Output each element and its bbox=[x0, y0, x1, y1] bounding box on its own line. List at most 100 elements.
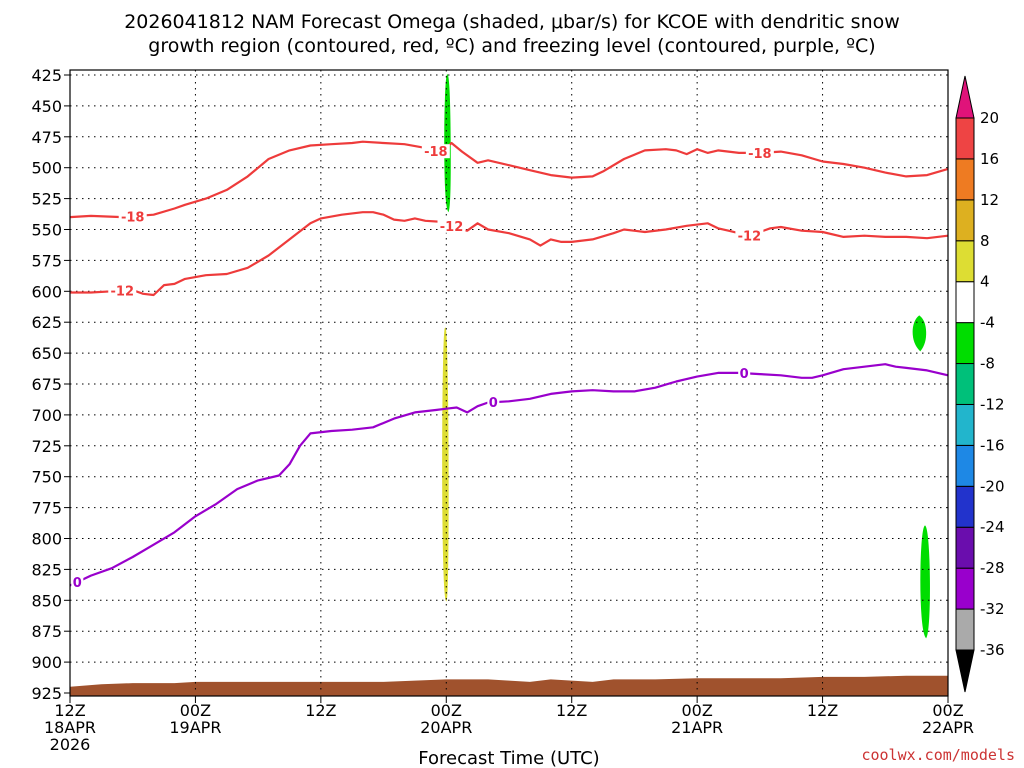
terrain-layer bbox=[70, 675, 948, 696]
y-tick-label: 875 bbox=[31, 622, 62, 641]
y-tick-label: 825 bbox=[31, 560, 62, 579]
contour-label: 0 bbox=[73, 576, 82, 591]
x-tick-label: 22APR bbox=[922, 718, 974, 737]
omega-shading-region bbox=[920, 525, 930, 639]
y-tick-label: 450 bbox=[31, 97, 62, 116]
contour-label: -18 bbox=[748, 147, 772, 162]
colorbar-bin bbox=[955, 608, 975, 651]
contour--18: -18 -18 -18 bbox=[69, 140, 949, 225]
y-tick-label: 600 bbox=[31, 282, 62, 301]
credit-text: coolwx.com/models bbox=[861, 746, 1015, 764]
terrain-fill bbox=[70, 675, 948, 696]
colorbar-label: 16 bbox=[980, 150, 999, 168]
colorbar-label: -20 bbox=[980, 477, 1005, 495]
x-tick-label: 00Z bbox=[932, 701, 963, 720]
colorbar-label: 8 bbox=[980, 232, 990, 250]
contour-label: -12 bbox=[440, 220, 464, 235]
contour-label-bg bbox=[745, 145, 774, 160]
y-tick-label: 725 bbox=[31, 437, 62, 456]
x-tick-label: 21APR bbox=[671, 718, 723, 737]
colorbar-bin bbox=[955, 281, 975, 324]
contour-label-bg bbox=[487, 395, 500, 410]
colorbar-bin bbox=[955, 485, 975, 528]
colorbar-bin bbox=[955, 158, 975, 201]
colorbar-bin bbox=[955, 567, 975, 610]
y-tick-label: 625 bbox=[31, 313, 62, 332]
contour-label: 0 bbox=[489, 396, 498, 411]
colorbar-bin bbox=[955, 526, 975, 569]
x-tick-label: 12Z bbox=[807, 701, 838, 720]
contour-line bbox=[69, 363, 949, 587]
colorbar-label: -32 bbox=[980, 600, 1005, 618]
contour--12: -12 -12 -12 bbox=[70, 211, 949, 300]
y-tick-label: 675 bbox=[31, 375, 62, 394]
y-tick-label: 525 bbox=[31, 190, 62, 209]
contour-label-bg bbox=[118, 209, 147, 224]
colorbar-bin bbox=[955, 403, 975, 446]
colorbar-label: 4 bbox=[980, 273, 990, 291]
contour-label-bg bbox=[421, 144, 450, 159]
x-tick-label: 12Z bbox=[556, 701, 587, 720]
colorbar-label: -8 bbox=[980, 355, 995, 373]
y-tick-label: 925 bbox=[31, 684, 62, 703]
contour-label-bg bbox=[108, 283, 137, 298]
x-tick-label: 00Z bbox=[681, 701, 712, 720]
chart-title-line1: 2026041812 NAM Forecast Omega (shaded, μ… bbox=[124, 11, 900, 33]
omega-shading-region bbox=[442, 327, 449, 602]
contour-line bbox=[69, 140, 949, 219]
colorbar-label: -28 bbox=[980, 559, 1005, 577]
colorbar-label: 12 bbox=[980, 191, 999, 209]
contour-label-bg bbox=[71, 575, 84, 590]
x-tick-label: 18APR bbox=[44, 718, 96, 737]
colorbar-label: -16 bbox=[980, 436, 1005, 454]
x-axis-title: Forecast Time (UTC) bbox=[418, 748, 599, 768]
y-tick-label: 750 bbox=[31, 468, 62, 487]
contour-label-bg bbox=[735, 228, 764, 243]
colorbar-label: -12 bbox=[980, 395, 1005, 413]
y-tick-label: 550 bbox=[31, 221, 62, 240]
contour-label: 0 bbox=[740, 367, 749, 382]
colorbar-bottom-arrow bbox=[955, 649, 975, 693]
colorbar-bin bbox=[955, 117, 975, 160]
contour-label: -18 bbox=[424, 145, 448, 160]
contour-label: -12 bbox=[738, 230, 762, 245]
omega-shading-layer bbox=[442, 73, 930, 639]
y-tick-label: 850 bbox=[31, 591, 62, 610]
plot-frame bbox=[69, 69, 949, 697]
y-tick-label: 800 bbox=[31, 530, 62, 549]
chart-title-line2: growth region (contoured, red, ºC) and f… bbox=[148, 35, 875, 57]
x-tick-label: 12Z bbox=[54, 701, 85, 720]
y-tick-label: 650 bbox=[31, 344, 62, 363]
colorbar-bin bbox=[955, 444, 975, 487]
x-tick-label: 12Z bbox=[305, 701, 336, 720]
x-tick-label: 00Z bbox=[180, 701, 211, 720]
y-tick-label: 575 bbox=[31, 251, 62, 270]
x-tick-label: 00Z bbox=[431, 701, 462, 720]
contour-label-bg bbox=[437, 218, 466, 233]
colorbar-bin bbox=[955, 240, 975, 283]
x-tick-label: 19APR bbox=[169, 718, 221, 737]
gridlines bbox=[70, 70, 948, 693]
y-tick-label: 900 bbox=[31, 653, 62, 672]
contour-label-bg bbox=[738, 366, 751, 381]
y-tick-label: 775 bbox=[31, 499, 62, 518]
y-tick-label: 475 bbox=[31, 128, 62, 147]
omega-shading-region bbox=[444, 73, 451, 213]
colorbar: -36 -32 -28 -24 -20 -16 -12 -8 -4 4 8 12 16 20 bbox=[955, 75, 1005, 693]
contour-lines: -18 -18 -18 -12 -12 -12 0 0 0 bbox=[69, 140, 949, 591]
colorbar-bin bbox=[955, 199, 975, 242]
y-tick-label: 500 bbox=[31, 159, 62, 178]
contour-line bbox=[70, 211, 949, 297]
contour-0: 0 0 0 bbox=[69, 363, 949, 591]
colorbar-label: -36 bbox=[980, 641, 1005, 659]
colorbar-bin bbox=[955, 363, 975, 405]
colorbar-bin bbox=[955, 322, 975, 365]
omega-shading-region bbox=[912, 315, 927, 352]
x-tick-label: 2026 bbox=[50, 735, 91, 754]
colorbar-top-arrow bbox=[955, 75, 975, 119]
colorbar-label: -24 bbox=[980, 518, 1005, 536]
colorbar-label: 20 bbox=[980, 109, 999, 127]
y-tick-label: 425 bbox=[31, 66, 62, 85]
